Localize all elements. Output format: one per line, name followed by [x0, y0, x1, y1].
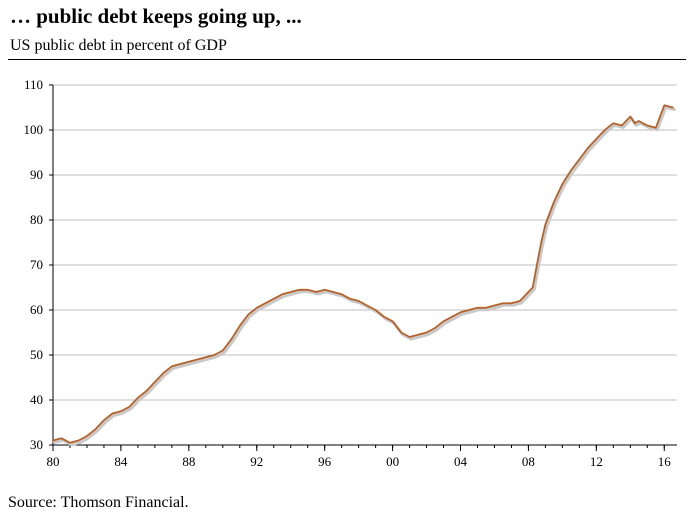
- x-tick-label: 08: [522, 454, 535, 469]
- y-tick-label: 70: [30, 257, 43, 272]
- x-tick-label: 04: [454, 454, 468, 469]
- chart-subtitle: US public debt in percent of GDP: [10, 37, 227, 54]
- y-tick-label: 90: [30, 167, 43, 182]
- gridlines: [53, 84, 677, 401]
- series-group: [52, 104, 676, 447]
- y-tick-label: 110: [24, 77, 43, 92]
- y-tick-label: 30: [30, 437, 43, 452]
- y-tick-label: 100: [24, 122, 44, 137]
- x-tick-label: 80: [47, 454, 60, 469]
- y-tick-label: 40: [30, 392, 43, 407]
- header-divider: [8, 59, 686, 60]
- x-tick-label: 96: [318, 454, 332, 469]
- x-tick-label: 84: [114, 454, 128, 469]
- y-tick-label: 80: [30, 212, 43, 227]
- x-tick-label: 12: [590, 454, 603, 469]
- series-line: [52, 104, 674, 444]
- x-tick-label: 92: [250, 454, 263, 469]
- y-tick-label: 50: [30, 347, 43, 362]
- x-tick-label: 00: [386, 454, 399, 469]
- x-tick-label: 16: [658, 454, 672, 469]
- source-note: Source: Thomson Financial.: [8, 494, 189, 511]
- chart-title: … public debt keeps going up, ...: [10, 4, 302, 28]
- y-axis: 30 40 50 60 70 80 90 100 110: [24, 77, 54, 452]
- debt-line-chart: 30 40 50 60 70 80 90 100 110 80 84 88 92 96 00 04 08 12 1…: [24, 77, 677, 469]
- x-axis: 80 84 88 92 96 00 04 08 12 16: [47, 444, 677, 469]
- x-tick-label: 88: [182, 454, 195, 469]
- y-tick-label: 60: [30, 302, 43, 317]
